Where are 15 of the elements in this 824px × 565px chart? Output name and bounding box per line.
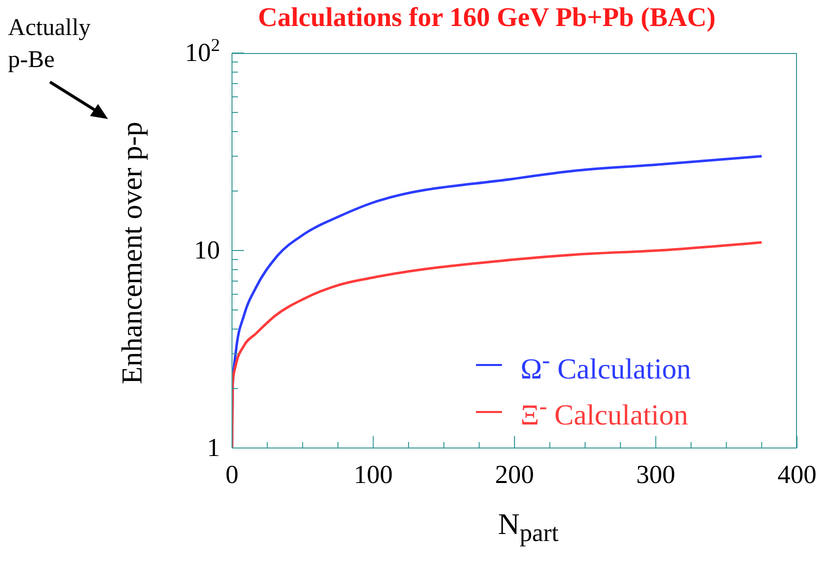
y-tick-label: 1 bbox=[207, 433, 220, 462]
y-tick-label: 10 bbox=[194, 236, 220, 264]
x-tick-label: 300 bbox=[636, 460, 676, 489]
x-tick-label: 200 bbox=[495, 460, 534, 489]
x-axis-title: N$_{part}$ bbox=[498, 508, 559, 548]
text: Actually p-Be bbox=[8, 14, 92, 75]
y-axis-title: Enhancement over p-p bbox=[116, 122, 150, 384]
x-tick-label: 0 bbox=[226, 460, 238, 489]
chart-title: Calculations for 160 GeV Pb+Pb (BAC) bbox=[258, 2, 716, 32]
y-tick-label: 10$^{2}$ bbox=[184, 35, 220, 67]
line-series bbox=[232, 241, 763, 448]
x-tick-label: 400 bbox=[778, 460, 816, 489]
legend-label: Ω$^{-}$ Calculation bbox=[520, 346, 691, 388]
legend-label: Ξ$^{-}$ Calculation bbox=[520, 392, 688, 434]
x-tick-label: 100 bbox=[354, 460, 393, 489]
